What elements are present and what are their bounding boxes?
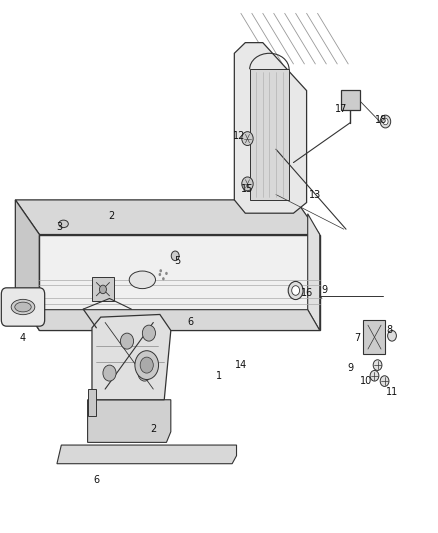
Circle shape (162, 277, 165, 280)
Circle shape (103, 365, 116, 381)
Ellipse shape (11, 300, 35, 314)
Circle shape (138, 365, 151, 381)
Text: 8: 8 (387, 326, 393, 335)
Circle shape (380, 115, 391, 128)
Text: 16: 16 (300, 288, 313, 298)
Circle shape (383, 118, 388, 125)
Text: 9: 9 (321, 286, 327, 295)
Text: 5: 5 (174, 256, 180, 266)
Text: 4: 4 (20, 334, 26, 343)
Polygon shape (88, 389, 96, 416)
Ellipse shape (15, 302, 31, 312)
Circle shape (171, 251, 179, 261)
Text: 1: 1 (216, 371, 222, 381)
Text: 11: 11 (386, 387, 398, 397)
Ellipse shape (129, 271, 155, 289)
Circle shape (99, 285, 106, 294)
Text: 3: 3 (56, 222, 62, 231)
Circle shape (135, 351, 159, 379)
Text: 13: 13 (309, 190, 321, 199)
Text: 6: 6 (93, 475, 99, 484)
Polygon shape (88, 400, 171, 442)
Circle shape (370, 370, 379, 381)
Circle shape (165, 272, 168, 275)
Text: 9: 9 (347, 363, 353, 373)
Circle shape (242, 177, 253, 191)
Polygon shape (363, 320, 385, 354)
Polygon shape (15, 200, 39, 330)
Text: 18: 18 (375, 115, 387, 125)
Polygon shape (92, 277, 114, 301)
Text: 12: 12 (233, 131, 245, 141)
Polygon shape (15, 200, 320, 235)
Circle shape (380, 376, 389, 386)
Polygon shape (27, 310, 320, 330)
Polygon shape (307, 214, 320, 330)
Circle shape (159, 273, 161, 276)
Circle shape (242, 132, 253, 146)
Circle shape (140, 357, 153, 373)
FancyBboxPatch shape (1, 288, 45, 326)
Text: 2: 2 (150, 424, 156, 434)
Text: 6: 6 (187, 318, 194, 327)
Circle shape (142, 325, 155, 341)
Text: 15: 15 (241, 184, 254, 194)
Circle shape (120, 333, 134, 349)
Circle shape (388, 330, 396, 341)
Ellipse shape (59, 220, 68, 228)
Polygon shape (57, 445, 237, 464)
Circle shape (292, 286, 300, 295)
Text: 17: 17 (336, 104, 348, 114)
Text: 10: 10 (360, 376, 372, 386)
Circle shape (373, 360, 382, 370)
Polygon shape (234, 43, 307, 213)
Polygon shape (250, 69, 289, 200)
Text: 7: 7 (354, 334, 360, 343)
FancyBboxPatch shape (341, 90, 360, 110)
Circle shape (159, 269, 162, 272)
Text: 14: 14 (235, 360, 247, 370)
Polygon shape (39, 235, 320, 330)
Text: 2: 2 (109, 211, 115, 221)
Circle shape (288, 281, 303, 300)
Polygon shape (92, 314, 171, 400)
